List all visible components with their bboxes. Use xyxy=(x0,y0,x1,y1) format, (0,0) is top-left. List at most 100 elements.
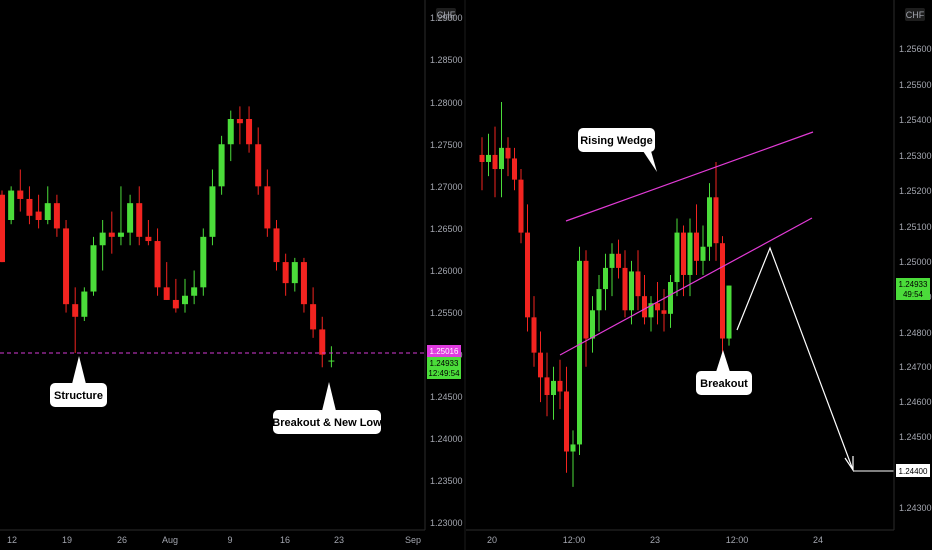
right-candle-body xyxy=(648,303,654,318)
right-candle xyxy=(512,147,517,191)
right-chart[interactable]: Rising Wedge Breakout CHF 1.25600 1.25500… xyxy=(466,0,932,545)
left-candle-body xyxy=(163,287,170,300)
right-candle xyxy=(694,204,699,275)
left-support-tag: 1.25016 xyxy=(427,345,461,357)
right-target-tag: 1.24400 xyxy=(896,464,930,477)
left-candle-body xyxy=(172,299,179,309)
left-candle xyxy=(273,220,280,271)
right-time-tick: 23 xyxy=(650,535,660,545)
breakout-new-low-label: Breakout & New Low xyxy=(272,417,382,429)
right-candle xyxy=(681,225,686,297)
right-time-axis[interactable]: 20 12:00 23 12:00 24 xyxy=(466,529,894,545)
right-price-axis[interactable]: CHF 1.25600 1.25500 1.25400 1.25300 1.25200 1… xyxy=(893,0,932,530)
right-candle xyxy=(538,331,543,403)
left-candle-body xyxy=(145,236,152,242)
right-candle-body xyxy=(635,271,641,297)
right-time-tick: 24 xyxy=(813,535,823,545)
breakout-new-low-callout: Breakout & New Low xyxy=(272,382,382,434)
right-price-tick: 1.25400 xyxy=(899,115,932,125)
left-candle-body xyxy=(291,262,298,284)
left-candle xyxy=(291,257,298,292)
left-time-tick: 19 xyxy=(62,535,72,545)
right-candle-body xyxy=(661,310,667,314)
left-candle xyxy=(191,270,198,305)
right-candle xyxy=(635,250,641,311)
right-candle-body xyxy=(557,380,563,392)
right-candle-body xyxy=(726,285,732,339)
left-candle xyxy=(310,287,317,338)
left-candle xyxy=(44,186,51,225)
left-candle-body xyxy=(310,304,317,330)
left-candle-body xyxy=(44,203,51,220)
right-candle-body xyxy=(564,391,569,452)
right-candle-body xyxy=(596,289,602,311)
left-candle-body xyxy=(136,203,143,237)
left-time-axis[interactable]: 12 19 26 Aug 9 16 23 Sep xyxy=(0,529,425,545)
left-candle xyxy=(117,186,124,246)
right-candle-body xyxy=(479,154,485,162)
left-candle-body xyxy=(273,228,280,263)
left-candle-body xyxy=(200,236,207,288)
right-candle xyxy=(655,282,660,325)
right-time-tick: 20 xyxy=(487,535,497,545)
right-candle-body xyxy=(531,317,537,353)
right-candle-body xyxy=(577,260,582,445)
right-candle xyxy=(551,366,556,420)
right-candle-body xyxy=(544,377,550,396)
left-candle xyxy=(182,278,188,313)
right-candle xyxy=(499,101,504,198)
left-candle xyxy=(264,169,271,237)
right-candle xyxy=(642,274,647,325)
right-price-tick: 1.24700 xyxy=(899,362,932,372)
left-price-axis[interactable]: CHF 1.29000 1.28500 1.28000 1.27500 1.27000 1… xyxy=(424,0,463,530)
right-candle-body xyxy=(655,303,660,311)
breakout-callout: Breakout xyxy=(696,350,752,395)
wedge-lower-line xyxy=(559,217,813,356)
left-candle xyxy=(63,220,70,313)
right-candle xyxy=(577,246,582,456)
right-candle-body xyxy=(590,310,595,339)
left-candle xyxy=(200,228,207,296)
left-price-tick: 1.27000 xyxy=(430,182,463,192)
right-time-tick: 12:00 xyxy=(726,535,749,545)
right-candle xyxy=(596,274,602,332)
right-price-tick: 1.25600 xyxy=(899,44,932,54)
right-candle-body xyxy=(518,179,524,233)
right-candle-body xyxy=(499,147,504,170)
left-candle xyxy=(172,278,179,313)
left-price-tick: 1.25500 xyxy=(430,308,463,318)
left-candle-body xyxy=(227,119,234,145)
left-candle-body xyxy=(26,198,33,216)
left-candle xyxy=(209,169,216,246)
right-price-tick: 1.24500 xyxy=(899,432,932,442)
right-price-tick: 1.24300 xyxy=(899,503,932,513)
left-chart[interactable]: Structure Breakout & New Low CHF 1.29000… xyxy=(0,0,463,545)
projection-arrowhead xyxy=(844,456,854,472)
left-candle-body xyxy=(63,228,70,305)
left-price-tick: 1.24000 xyxy=(430,434,463,444)
right-candle xyxy=(486,133,491,177)
right-currency-label: CHF xyxy=(906,10,925,20)
right-candle xyxy=(674,218,680,297)
left-candle xyxy=(145,220,152,246)
right-candle xyxy=(590,296,595,353)
right-candle xyxy=(687,218,693,297)
left-candle xyxy=(255,127,262,195)
left-candle-body xyxy=(264,186,271,229)
right-candle-body xyxy=(525,232,530,318)
left-price-tick: 1.28500 xyxy=(430,55,463,65)
right-price-tag: 1.24933 49:54 xyxy=(896,278,930,300)
right-candle-body xyxy=(707,197,712,247)
right-candle-body xyxy=(603,267,608,290)
right-candle xyxy=(616,239,621,279)
left-candle-body xyxy=(218,144,225,187)
left-candle-body xyxy=(255,144,262,187)
right-candle-body xyxy=(505,147,511,159)
right-price-tick: 1.25500 xyxy=(899,80,932,90)
rising-wedge-callout: Rising Wedge xyxy=(578,128,657,172)
right-candle xyxy=(583,250,589,367)
right-candle xyxy=(726,285,732,346)
left-candle xyxy=(99,220,106,271)
right-price-tick: 1.24600 xyxy=(899,397,932,407)
